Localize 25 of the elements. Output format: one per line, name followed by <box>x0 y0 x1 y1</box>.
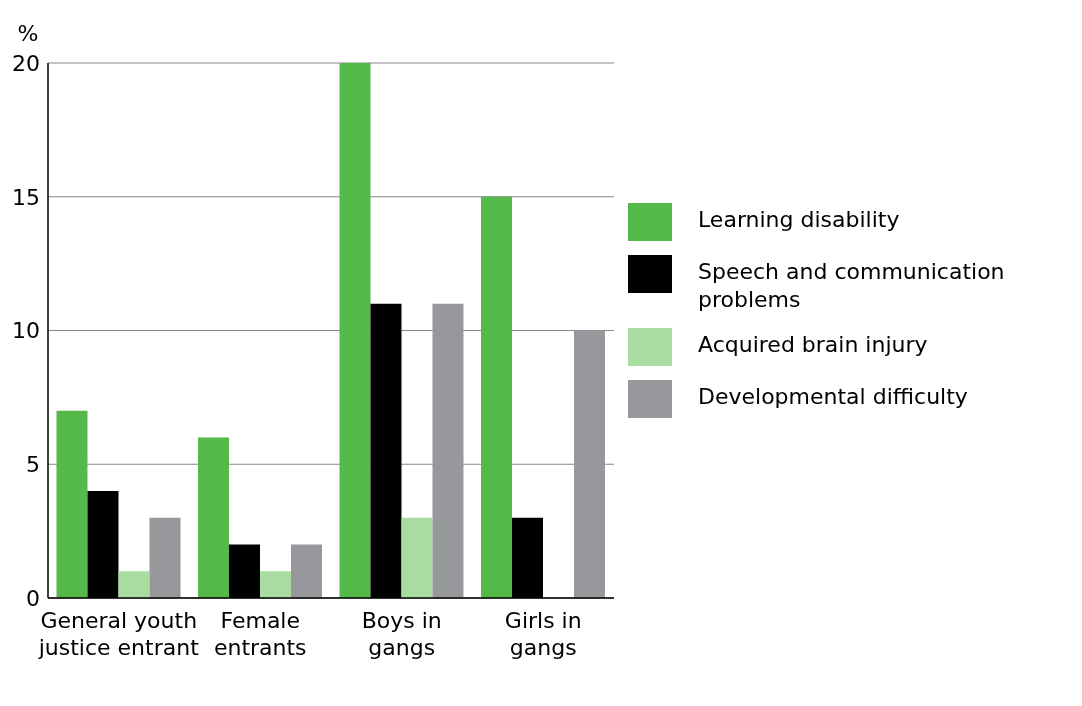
x-tick-label: Female entrants <box>213 608 307 660</box>
bar <box>573 330 605 598</box>
y-tick-label: 15 <box>12 184 40 210</box>
y-axis-title: % <box>17 21 39 46</box>
y-tick-label: 5 <box>26 452 40 478</box>
bar <box>480 196 512 598</box>
y-tick-label: 10 <box>12 318 40 344</box>
bar <box>197 437 229 598</box>
bar <box>290 544 322 598</box>
legend-label: Acquired brain injury <box>698 331 928 359</box>
bar <box>259 571 291 598</box>
bar <box>432 303 464 598</box>
bar <box>56 410 88 598</box>
bar <box>339 63 371 598</box>
legend-label: Developmental difficulty <box>698 383 968 411</box>
y-tick-label: 0 <box>26 585 40 611</box>
legend-label: Speech and communication problems <box>698 258 1006 314</box>
legend-label: Learning disability <box>698 206 900 234</box>
bar <box>149 517 181 598</box>
bar <box>118 571 150 598</box>
y-tick-label: 20 <box>12 50 40 76</box>
bar <box>401 517 433 598</box>
x-tick-label: Girls in gangs <box>504 608 582 660</box>
x-tick-label: General youth justice entrant <box>37 608 200 660</box>
x-tick-label: Boys in gangs <box>361 608 442 660</box>
